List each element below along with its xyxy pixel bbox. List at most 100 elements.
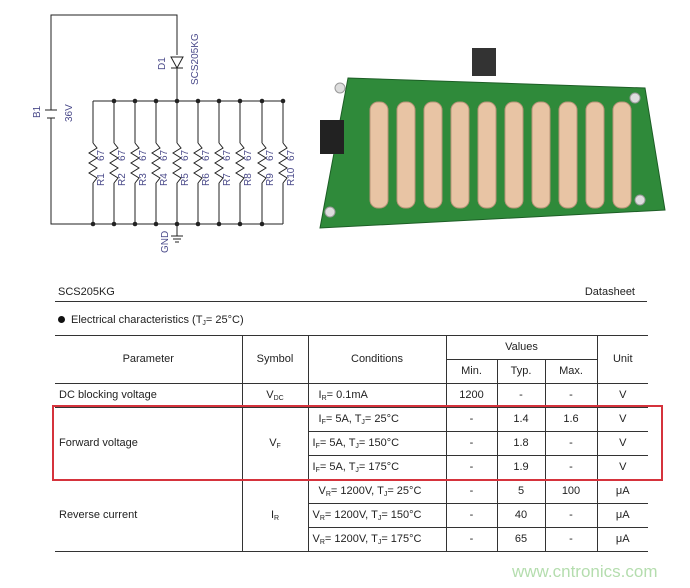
typ-cell: 65 xyxy=(496,527,546,552)
resistor-value: 67 xyxy=(96,149,107,161)
max-cell: - xyxy=(544,503,598,528)
junction-dot xyxy=(216,221,222,227)
conditions-cell: IF= 5A, TJ= 175°C xyxy=(307,455,447,480)
pcb-resistor xyxy=(477,101,497,209)
resistor-ref: R9 xyxy=(265,173,276,186)
header-unit: Unit xyxy=(596,335,648,384)
watermark: www.cntronics.com xyxy=(512,562,658,581)
pcb-resistor xyxy=(423,101,443,209)
unit-cell: μA xyxy=(596,503,648,528)
junction-dot xyxy=(259,98,265,104)
text: V xyxy=(318,485,326,497)
text: = 150°C xyxy=(381,509,422,521)
wire xyxy=(50,14,178,110)
junction-dot xyxy=(195,98,201,104)
resistor-value: 67 xyxy=(138,149,149,161)
text: V xyxy=(266,389,274,401)
diode-icon xyxy=(170,56,184,70)
text: I xyxy=(270,509,274,521)
text: = 150°C xyxy=(358,437,400,449)
junction-dot xyxy=(259,221,265,227)
resistor-icon xyxy=(278,142,288,184)
unit-cell: μA xyxy=(596,479,648,504)
mount-hole xyxy=(334,82,346,94)
junction-dot xyxy=(111,98,117,104)
resistor-value: 67 xyxy=(180,149,191,161)
mount-hole xyxy=(634,194,646,206)
junction-dot xyxy=(132,98,138,104)
resistor-value: 67 xyxy=(243,149,254,161)
text: V xyxy=(312,533,320,545)
typ-cell: 40 xyxy=(496,503,546,528)
pcb-photo xyxy=(319,48,666,229)
header-max: Max. xyxy=(544,359,598,384)
unit-cell: V xyxy=(596,383,648,408)
doc-type: Datasheet xyxy=(584,286,635,298)
table-row: Reverse current IR VR= 1200V, TJ= 25°C -5 10… xyxy=(55,479,648,552)
pcb-resistor xyxy=(396,101,416,209)
unit-cell: V xyxy=(596,407,648,432)
symbol-cell: VF xyxy=(241,407,309,480)
table-row: VR= 1200V, TJ= 175°C -65- μA xyxy=(55,527,648,552)
resistor-value: 67 xyxy=(117,149,128,161)
text: V xyxy=(312,509,320,521)
resistor-ref: R6 xyxy=(201,173,212,186)
subscript: F xyxy=(276,443,281,450)
header-symbol: Symbol xyxy=(241,335,309,384)
resistor-icon xyxy=(214,142,224,184)
max-cell: - xyxy=(544,383,598,408)
resistor-ref: R8 xyxy=(243,173,254,186)
resistor-icon xyxy=(88,142,98,184)
junction-dot xyxy=(153,221,159,227)
junction-dot xyxy=(195,221,201,227)
header-rule xyxy=(55,301,647,302)
subscript: J xyxy=(355,443,359,450)
resistor-ref: R10 xyxy=(286,167,297,186)
junction-dot xyxy=(216,98,222,104)
text: = 1200V, T xyxy=(324,509,378,521)
conditions-cell: VR= 1200V, TJ= 175°C xyxy=(307,527,447,552)
subscript: F xyxy=(315,467,320,474)
resistor-ref: R1 xyxy=(96,173,107,186)
subscript: J xyxy=(383,491,388,498)
conditions-cell: IR= 0.1mA xyxy=(307,383,447,408)
text: = 175°C xyxy=(381,533,422,545)
pcb-resistor xyxy=(450,101,470,209)
resistor-icon xyxy=(109,142,119,184)
header-values: Values xyxy=(445,335,598,360)
resistor-icon xyxy=(172,142,182,184)
resistor-ref: R4 xyxy=(159,173,170,186)
text: = 5A, T xyxy=(319,461,356,473)
resistor-value: 67 xyxy=(222,149,233,161)
connector-icon xyxy=(320,120,344,154)
typ-cell: 1.4 xyxy=(496,407,546,432)
junction-dot xyxy=(237,221,243,227)
typ-cell: 5 xyxy=(496,479,546,504)
unit-cell: μA xyxy=(596,527,648,552)
text: = 25°C xyxy=(387,485,422,497)
battery-ref: B1 xyxy=(32,105,43,118)
resistor-ref: R2 xyxy=(117,173,128,186)
section-title: Electrical characteristics (TJ= 25°C) xyxy=(58,314,244,327)
part-number: SCS205KG xyxy=(58,286,115,298)
subscript: J xyxy=(377,539,382,546)
pcb-resistor xyxy=(585,101,605,209)
subscript: J xyxy=(377,515,382,522)
parameter-cell: DC blocking voltage xyxy=(55,383,243,408)
junction-dot xyxy=(153,98,159,104)
mount-hole xyxy=(324,206,336,218)
junction-dot xyxy=(132,221,138,227)
junction-dot xyxy=(237,98,243,104)
text: = 1200V, T xyxy=(330,485,384,497)
max-cell: - xyxy=(544,455,598,480)
subscript: R xyxy=(274,515,280,522)
pcb-resistor xyxy=(612,101,632,209)
subscript: J xyxy=(355,467,359,474)
text: = 0.1mA xyxy=(326,389,368,401)
transistor-icon xyxy=(472,48,496,76)
min-cell: - xyxy=(445,503,498,528)
pcb-resistor xyxy=(531,101,551,209)
text: V xyxy=(269,437,277,449)
max-cell: - xyxy=(544,527,598,552)
circuit-schematic: R1 67 R2 67 R3 67 R4 67 R5 67 R6 67 R7 67 R8 67 R9 67 R10 6… xyxy=(32,14,297,253)
